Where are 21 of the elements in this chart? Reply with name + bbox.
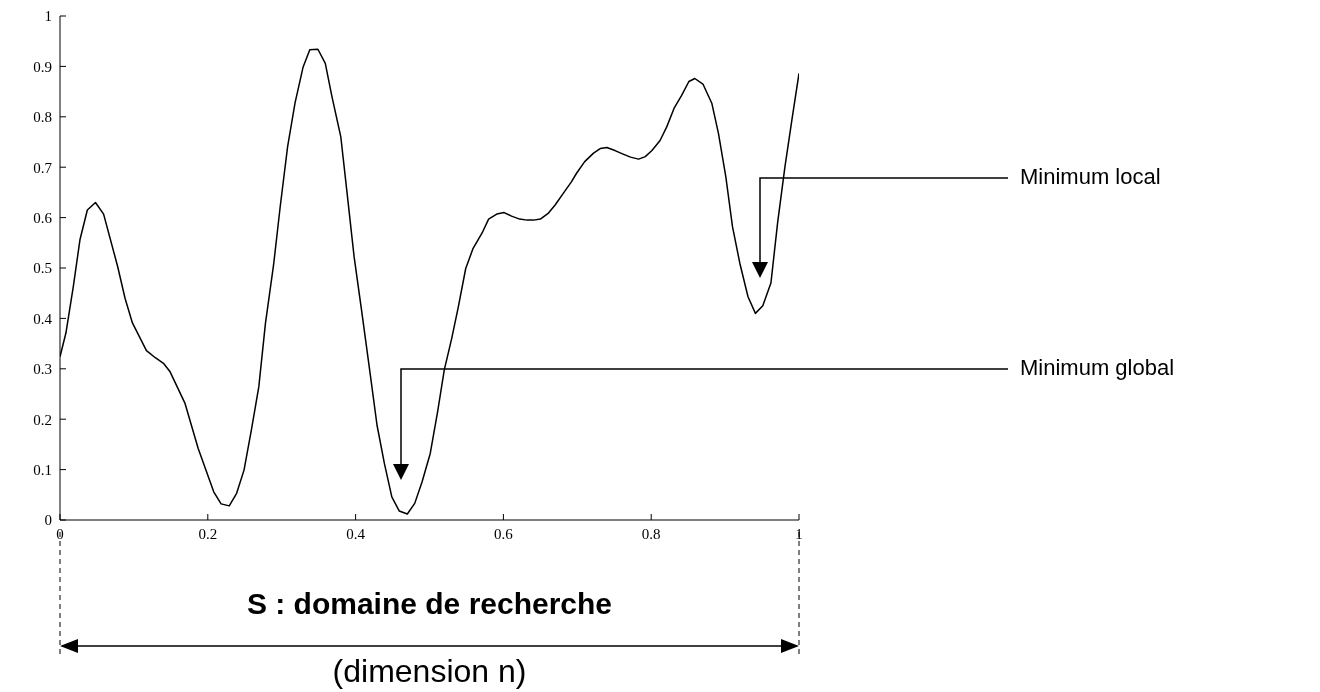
y-tick-label: 1 (44, 8, 52, 25)
y-tick-label: 0.9 (33, 58, 52, 75)
text: Minimum local (1020, 163, 1161, 189)
y-tick-label: 0.6 (33, 209, 53, 226)
y-tick-label: 0.5 (33, 260, 52, 277)
text: Minimum global (1020, 354, 1175, 380)
x-tick-label: 0.8 (641, 525, 661, 542)
y-tick-label: 0.2 (33, 411, 52, 428)
y-tick-label: 0.4 (33, 310, 53, 327)
x-tick-label: 0.6 (494, 525, 514, 542)
x-tick-label: 0.4 (346, 525, 366, 542)
y-tick-label: 0.1 (33, 461, 52, 478)
y-tick-label: 0.3 (33, 361, 52, 378)
x-tick-label: 1 (795, 525, 803, 542)
y-tick-label: 0.8 (33, 109, 52, 126)
x-axis-title: S : domaine de recherche (246, 587, 613, 620)
x-tick-label: 0 (56, 525, 64, 542)
x-tick-label: 0.2 (198, 525, 218, 542)
y-tick-label: 0.7 (33, 159, 53, 176)
text: (dimension n) (332, 653, 527, 689)
y-tick-label: 0 (44, 512, 52, 529)
